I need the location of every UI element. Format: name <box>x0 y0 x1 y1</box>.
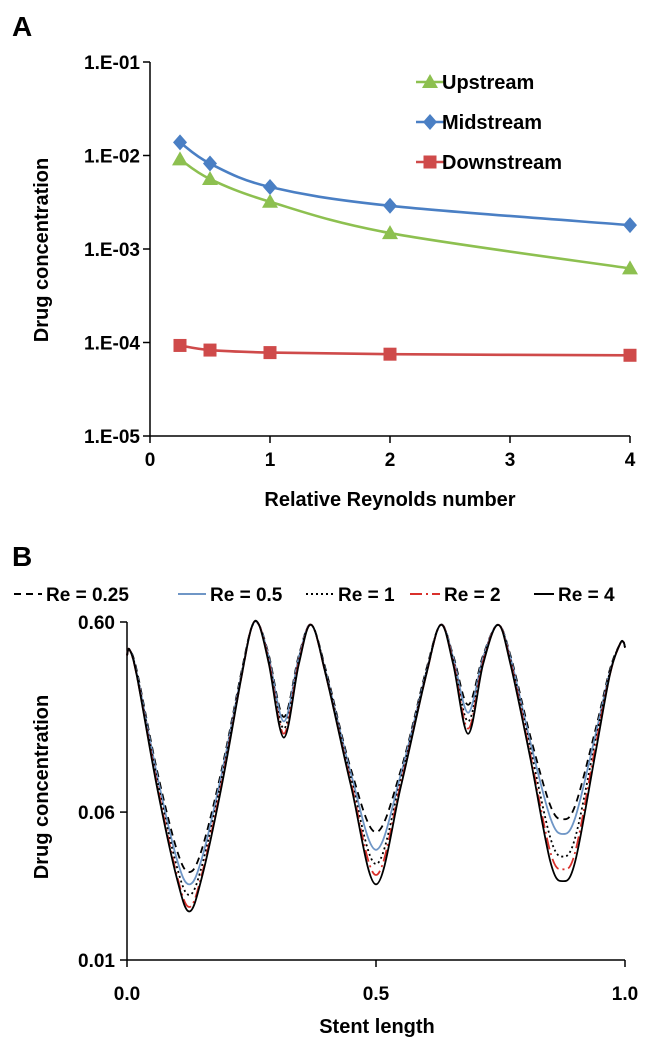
series-line-re-0-25 <box>126 620 626 874</box>
series-line-midstream <box>179 141 631 227</box>
chart-b-y-tick-label: 0.06 <box>78 803 115 824</box>
legend-label-re-1: Re = 1 <box>338 585 395 606</box>
legend-label-downstream: Downstream <box>442 152 562 174</box>
data-point-midstream <box>203 155 217 172</box>
chart-b-x-axis-label: Stent length <box>319 1016 435 1038</box>
data-point-midstream <box>383 197 397 214</box>
chart-panel-a: A 1.E-05 1.E-04 1.E-03 1.E-02 1.E-01 0 1 2 3 4 Up… <box>12 11 638 511</box>
data-point-midstream <box>173 134 187 151</box>
series-line-re-4 <box>126 619 626 913</box>
legend-label-re-0-5: Re = 0.5 <box>210 585 283 606</box>
chart-b-x-tick-label: 0.0 <box>114 984 140 1005</box>
chart-a-y-axis-label: Drug concentration <box>31 158 53 342</box>
chart-b-axes <box>120 621 626 967</box>
chart-a-y-tick-label: 1.E-02 <box>84 147 140 168</box>
chart-b-series-lines <box>126 619 626 913</box>
chart-a-x-tick-label: 2 <box>385 450 396 471</box>
chart-b-x-tick-label: 0.5 <box>363 984 390 1005</box>
chart-a-tick-labels: 1.E-05 1.E-04 1.E-03 1.E-02 1.E-01 0 1 2 3 4 <box>84 53 636 471</box>
data-point-upstream <box>622 260 638 275</box>
chart-b-y-axis-label: Drug concentration <box>31 695 53 879</box>
chart-a-y-tick-label: 1.E-03 <box>84 240 140 261</box>
legend-label-re-4: Re = 4 <box>558 585 615 606</box>
series-line-re-0-5 <box>126 620 626 886</box>
chart-a-x-axis-label: Relative Reynolds number <box>264 489 515 511</box>
data-point-downstream <box>203 343 217 357</box>
data-point-downstream <box>173 338 187 352</box>
data-point-midstream <box>623 217 637 234</box>
chart-b-y-tick-label: 0.60 <box>78 613 115 634</box>
panel-label-b: B <box>12 541 32 572</box>
series-line-downstream <box>179 344 631 357</box>
data-point-midstream <box>263 179 277 196</box>
chart-a-y-tick-label: 1.E-05 <box>84 427 140 448</box>
chart-a-x-tick-label: 4 <box>625 450 636 471</box>
legend-marker-downstream <box>423 155 437 169</box>
chart-b-legend: Re = 0.25 Re = 0.5 Re = 1 Re = 2 Re = 4 <box>14 585 615 606</box>
legend-label-re-0-25: Re = 0.25 <box>46 585 129 606</box>
data-point-downstream <box>383 347 397 361</box>
chart-a-series-lines <box>179 141 631 357</box>
chart-a-markers <box>172 134 638 362</box>
chart-a-x-tick-label: 1 <box>265 450 276 471</box>
data-point-upstream <box>172 151 188 166</box>
chart-a-x-tick-label: 3 <box>505 450 516 471</box>
chart-panel-b: B Re = 0.25 Re = 0.5 Re = 1 Re = 2 Re = 4 0.… <box>12 541 638 1038</box>
panel-label-a: A <box>12 11 32 42</box>
chart-a-y-tick-label: 1.E-01 <box>84 53 140 74</box>
legend-marker-midstream <box>423 114 437 130</box>
data-point-upstream <box>382 225 398 240</box>
chart-b-x-tick-label: 1.0 <box>612 984 638 1005</box>
chart-a-legend: Upstream Midstream Downstream <box>416 72 562 174</box>
chart-a-y-tick-label: 1.E-04 <box>84 334 140 355</box>
chart-b-y-tick-label: 0.01 <box>78 951 115 972</box>
series-line-upstream <box>179 158 631 270</box>
data-point-downstream <box>623 348 637 362</box>
chart-a-axes <box>143 61 631 443</box>
chart-b-tick-labels: 0.01 0.06 0.60 0.0 0.5 1.0 <box>78 613 638 1005</box>
legend-label-upstream: Upstream <box>442 72 534 94</box>
data-point-downstream <box>263 346 277 360</box>
legend-marker-upstream <box>422 74 438 88</box>
data-point-upstream <box>202 171 218 186</box>
legend-label-midstream: Midstream <box>442 112 542 134</box>
data-point-upstream <box>262 193 278 208</box>
chart-a-x-tick-label: 0 <box>145 450 156 471</box>
legend-label-re-2: Re = 2 <box>444 585 501 606</box>
series-line-re-1 <box>126 620 626 896</box>
